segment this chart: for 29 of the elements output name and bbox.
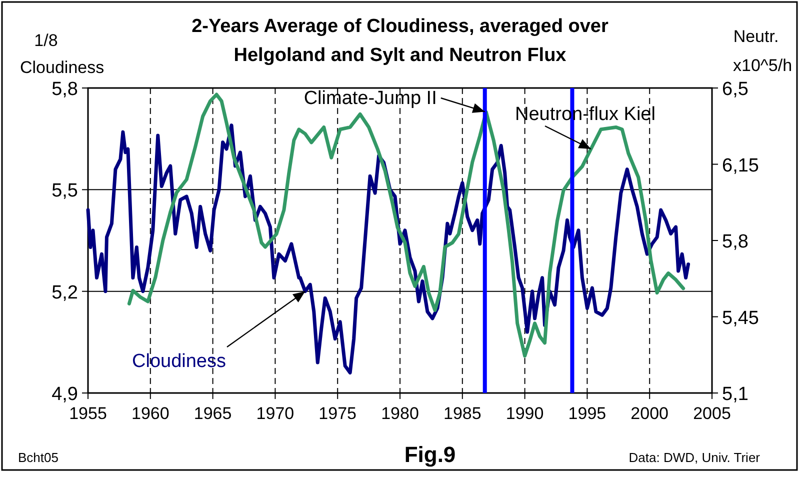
annotation: Climate-Jump II <box>304 88 437 109</box>
x-tick-label: 1985 <box>443 404 482 423</box>
x-tick-label: 1955 <box>69 404 107 423</box>
chart-title: 2-Years Average of Cloudiness, averaged over Helgoland and Sylt and Neutron Flux <box>192 16 609 66</box>
y-tick-label: 5,2 <box>52 282 78 304</box>
y2-tick-label: 5,1 <box>722 384 748 405</box>
y-tick-label: 5,5 <box>52 180 78 202</box>
caption: Fig.9 <box>404 442 456 467</box>
x-tick-label: 1990 <box>506 404 544 423</box>
x-tick-label: 1995 <box>568 404 606 423</box>
y-tick-label: 5,8 <box>52 79 78 100</box>
x-tick-label: 1960 <box>131 404 170 423</box>
y-tick-label: 4,9 <box>52 384 78 405</box>
text: Data: DWD, Univ. Trier <box>628 450 761 465</box>
y-axis-title: 1/8 Cloudiness <box>20 31 104 77</box>
x-tick-label: 2005 <box>693 404 731 423</box>
x-tick-label: 1970 <box>256 404 294 423</box>
y2-tick-label: 5,45 <box>722 308 759 329</box>
x-tick-label: 1980 <box>381 404 419 423</box>
x-tick-label: 2000 <box>630 404 669 423</box>
x-tick-label: 1965 <box>194 404 232 423</box>
x-tick-label: 1975 <box>318 404 357 423</box>
y2-axis-title: Neutr. x10^5/h <box>733 27 792 75</box>
text: Cloudiness <box>132 351 226 372</box>
text: Bcht05 <box>18 450 58 465</box>
y2-tick-label: 6,5 <box>722 79 748 100</box>
line-series <box>86 124 690 374</box>
y2-tick-label: 6,15 <box>722 155 759 176</box>
y2-tick-label: 5,8 <box>722 232 748 252</box>
